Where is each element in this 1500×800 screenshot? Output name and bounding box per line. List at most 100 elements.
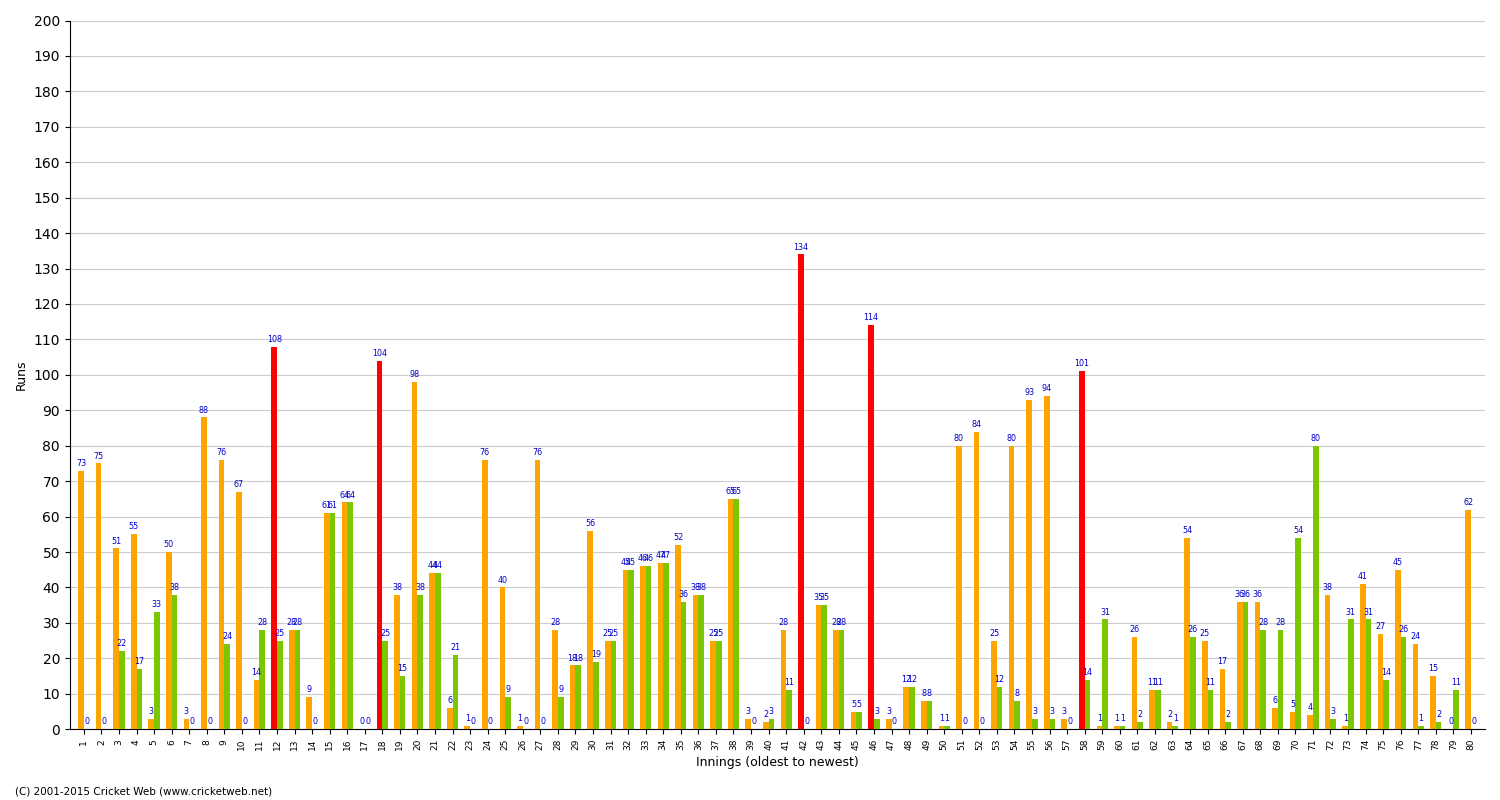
Text: 0: 0 [312,718,318,726]
Text: 0: 0 [207,718,212,726]
Text: 12: 12 [908,675,916,684]
Text: 47: 47 [656,551,666,560]
Bar [1296,538,1300,730]
Text: 28: 28 [778,618,789,627]
Text: 80: 80 [1311,434,1320,443]
Text: 46: 46 [644,554,654,563]
Bar [604,641,610,730]
Text: 26: 26 [1130,626,1140,634]
Bar [944,726,950,730]
Bar [1324,594,1330,730]
Text: 11: 11 [1152,678,1162,687]
Text: 36: 36 [1252,590,1263,599]
Bar [570,666,576,730]
Text: 38: 38 [392,582,402,592]
Bar [183,718,189,730]
Bar [130,534,136,730]
Text: 0: 0 [1448,718,1454,726]
Bar [1342,726,1348,730]
Text: 0: 0 [524,718,528,726]
Text: 61: 61 [327,502,338,510]
Bar [1155,690,1161,730]
Text: 54: 54 [1293,526,1304,535]
Text: 88: 88 [200,406,208,414]
Bar [576,666,580,730]
Bar [1120,726,1125,730]
Bar [628,570,634,730]
Text: 1: 1 [939,714,944,723]
Text: 1: 1 [1419,714,1424,723]
Bar [294,630,300,730]
Text: 0: 0 [892,718,897,726]
Bar [324,513,330,730]
Text: 0: 0 [360,718,364,726]
Text: 38: 38 [416,582,424,592]
Bar [1312,446,1318,730]
Text: 15: 15 [1428,664,1438,674]
Text: 64: 64 [345,490,355,499]
Bar [1419,726,1424,730]
Bar [921,701,927,730]
Text: 12: 12 [994,675,1005,684]
Bar [734,499,740,730]
Text: 14: 14 [1083,668,1092,677]
Text: 17: 17 [134,657,144,666]
Text: 61: 61 [322,502,332,510]
Text: 0: 0 [752,718,756,726]
Text: 108: 108 [267,334,282,344]
Bar [518,726,524,730]
Text: 1: 1 [465,714,470,723]
Bar [1260,630,1266,730]
Bar [956,446,962,730]
Bar [816,605,822,730]
Bar [1254,602,1260,730]
Text: 25: 25 [714,629,724,638]
Bar [764,722,768,730]
Bar [640,566,645,730]
Bar [148,718,154,730]
Bar [1238,602,1242,730]
Text: 36: 36 [1240,590,1251,599]
Text: 1: 1 [1114,714,1119,723]
Text: 28: 28 [1275,618,1286,627]
Text: 38: 38 [690,582,700,592]
Bar [1062,718,1066,730]
Text: 28: 28 [831,618,842,627]
Text: 35: 35 [819,594,830,602]
Text: 33: 33 [152,601,162,610]
Text: 5: 5 [1290,700,1294,709]
Text: 19: 19 [591,650,602,659]
Text: 114: 114 [864,314,879,322]
Bar [927,701,933,730]
Bar [1149,690,1155,730]
Text: 22: 22 [117,639,128,649]
Bar [1010,446,1014,730]
Text: 11: 11 [784,678,794,687]
Text: 17: 17 [1218,657,1227,666]
Bar [382,641,388,730]
Text: 3: 3 [770,706,774,716]
Text: 3: 3 [1050,706,1054,716]
Bar [663,562,669,730]
Text: 35: 35 [813,594,824,602]
Bar [330,513,336,730]
Bar [645,566,651,730]
Text: 1: 1 [1096,714,1102,723]
Bar [1102,619,1108,730]
Text: 104: 104 [372,349,387,358]
Bar [716,641,722,730]
Bar [272,346,278,730]
Bar [974,431,980,730]
Text: 134: 134 [794,242,808,251]
Bar [1131,637,1137,730]
Bar [1014,701,1020,730]
Text: 9: 9 [306,686,312,694]
Bar [413,382,417,730]
Text: 0: 0 [242,718,248,726]
Text: 84: 84 [972,420,981,429]
Text: 0: 0 [1472,718,1476,726]
Bar [1078,371,1084,730]
Bar [219,460,225,730]
Text: 5: 5 [856,700,862,709]
Text: 6: 6 [1272,696,1278,705]
